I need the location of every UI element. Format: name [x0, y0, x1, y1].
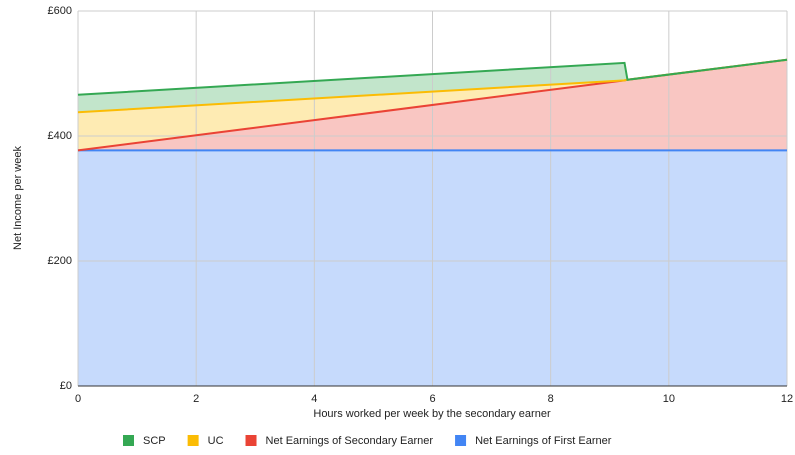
- legend-swatch: [455, 435, 467, 446]
- y-tick-label: £0: [60, 380, 72, 392]
- x-tick-label: 4: [311, 393, 317, 405]
- series-line: [77, 58, 788, 96]
- legend-swatch: [123, 435, 134, 446]
- x-axis-title: Hours worked per week by the secondary e…: [313, 408, 551, 420]
- x-tick-label: 6: [429, 393, 435, 405]
- legend-label: Net Earnings of Secondary Earner: [266, 435, 434, 447]
- x-tick-label: 8: [548, 393, 554, 405]
- legend-swatch: [245, 435, 257, 446]
- legend-swatch: [187, 435, 199, 446]
- y-tick-label: £600: [48, 5, 72, 17]
- y-tick-label: £400: [48, 130, 72, 142]
- y-axis-title: Net Income per week: [12, 146, 24, 250]
- x-tick-label: 10: [663, 393, 675, 405]
- x-tick-label: 0: [75, 393, 81, 405]
- area: [78, 59, 787, 151]
- legend-label: SCP: [143, 435, 166, 447]
- legend-label: Net Earnings of First Earner: [475, 435, 612, 447]
- x-tick-label: 2: [193, 393, 199, 405]
- legend-label: UC: [208, 435, 224, 447]
- x-tick-label: 12: [781, 393, 793, 405]
- y-tick-label: £200: [48, 255, 72, 267]
